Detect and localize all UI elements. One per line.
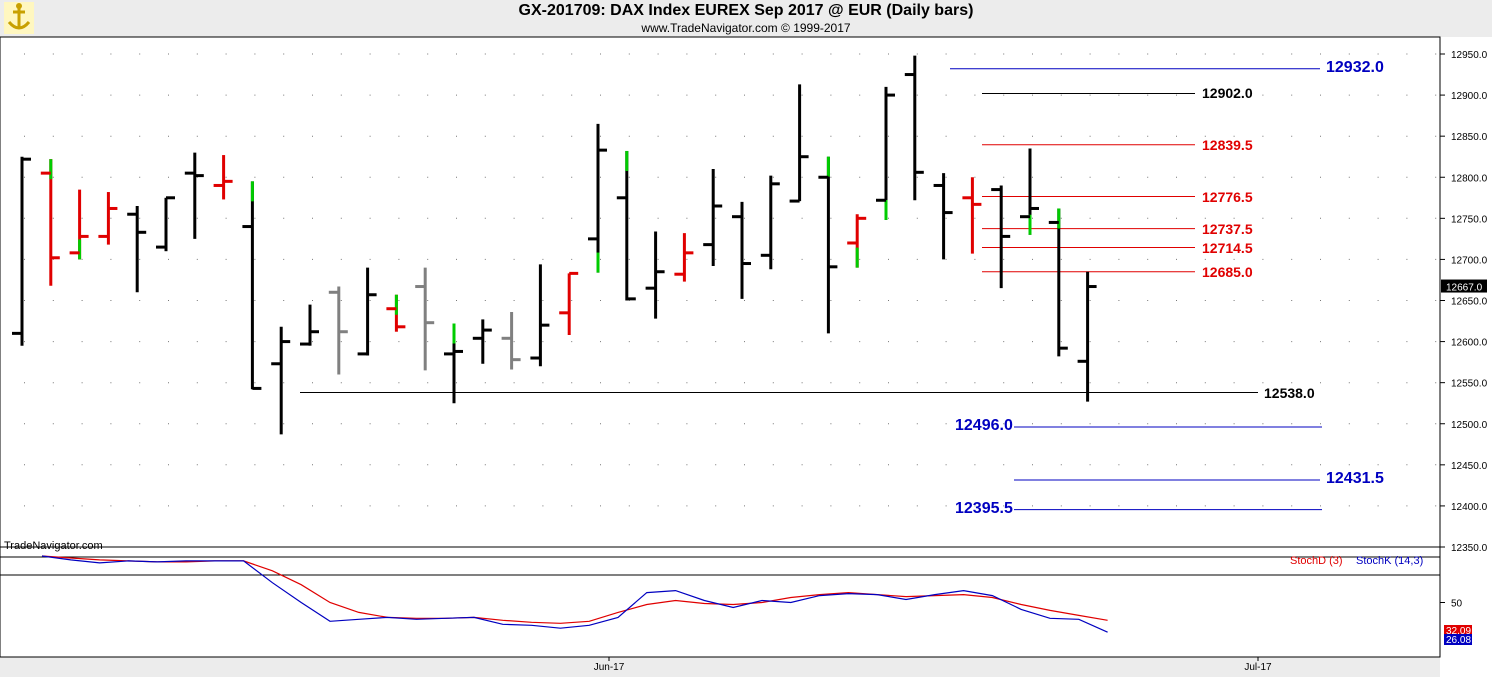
ohlc-bar: [559, 271, 579, 336]
ohlc-bar: [847, 214, 867, 268]
ohlc-bar: [991, 185, 1011, 289]
level-label: 12737.5: [1202, 220, 1253, 237]
last-price-box: [1441, 279, 1487, 293]
ohlc-bar: [904, 55, 924, 201]
x-tick-label: Jul-17: [1244, 662, 1272, 673]
ohlc-bar: [1020, 148, 1039, 235]
ohlc-bar: [588, 123, 607, 273]
level-label: 12902.0: [1202, 85, 1253, 102]
ohlc-bar: [876, 86, 895, 220]
y-tick-label: 12900.0: [1451, 91, 1488, 102]
ohlc-bar: [386, 294, 406, 332]
ohlc-bar: [616, 150, 636, 301]
ohlc-bar: [674, 233, 694, 282]
level-label: 12538.0: [1264, 384, 1315, 401]
ohlc-bar: [645, 231, 665, 319]
y-tick-label: 12350.0: [1451, 543, 1488, 554]
level-label: 12839.5: [1202, 136, 1253, 153]
y-tick-label: 12800.0: [1451, 173, 1488, 184]
ohlc-bar: [156, 196, 175, 252]
ohlc-bars: [12, 55, 1097, 435]
y-tick-label: 12650.0: [1451, 297, 1488, 308]
stoch-value-label: 32.09: [1446, 626, 1471, 637]
ohlc-bar: [530, 264, 550, 367]
ohlc-bar: [703, 169, 723, 266]
ohlc-bar: [69, 189, 89, 260]
ohlc-bar: [127, 206, 147, 293]
level-label: 12496.0: [955, 417, 1013, 435]
y-tick-label: 12450.0: [1451, 461, 1488, 472]
ohlc-bar: [271, 326, 291, 435]
ohlc-bar: [300, 304, 319, 346]
last-price-label: 12667.0: [1446, 283, 1483, 294]
ohlc-bar: [213, 155, 233, 200]
ohlc-bar: [40, 159, 60, 286]
ohlc-bar: [328, 286, 348, 375]
y-tick-label: 12550.0: [1451, 379, 1488, 390]
stoch-tick-label: 50: [1451, 599, 1463, 610]
ohlc-bar: [933, 173, 953, 260]
level-label: 12431.5: [1326, 470, 1384, 488]
stoch-value-box: [1444, 634, 1472, 645]
ohlc-bar: [357, 267, 377, 356]
header-bar: GX-201709: DAX Index EUREX Sep 2017 @ EU…: [0, 0, 1492, 37]
date-axis: Jun-17 Jul-17: [0, 656, 1440, 677]
lower-panel: [0, 546, 1441, 658]
ohlc-bar: [242, 181, 262, 390]
ohlc-bar: [732, 201, 751, 299]
ohlc-bar: [444, 323, 463, 404]
level-label: 12932.0: [1326, 58, 1384, 76]
ohlc-bar: [789, 84, 809, 203]
anchor-logo-icon: [4, 2, 34, 34]
ohlc-bar: [962, 177, 982, 254]
chart-subtitle: www.TradeNavigator.com © 1999-2017: [641, 21, 851, 35]
watermark: TradeNavigator.com: [4, 540, 103, 552]
y-tick-label: 12400.0: [1451, 502, 1488, 513]
stoch-value-box: [1444, 625, 1472, 636]
x-tick-label: Jun-17: [594, 662, 625, 673]
y-tick-label: 12950.0: [1451, 50, 1488, 61]
ohlc-bar: [818, 156, 838, 334]
chart-title: GX-201709: DAX Index EUREX Sep 2017 @ EU…: [518, 2, 974, 19]
ohlc-bar: [98, 192, 118, 245]
y-tick-label: 12600.0: [1451, 338, 1488, 349]
ohlc-bar: [12, 156, 31, 346]
stoch-value-label: 26.08: [1446, 635, 1471, 646]
ohlc-bar: [184, 152, 204, 239]
ohlc-bar: [501, 312, 521, 370]
legend-stochd: StochD (3): [1290, 555, 1343, 567]
y-tick-label: 12750.0: [1451, 214, 1488, 225]
legend-stochk: StochK (14,3): [1356, 555, 1424, 567]
main-panel: [0, 36, 1441, 548]
ohlc-bar: [1077, 271, 1097, 402]
price-axis: 12950.0 12900.0 12850.0 12800.0 12750.0 12700…: [1439, 37, 1488, 554]
y-tick-label: 12700.0: [1451, 255, 1488, 266]
level-label: 12714.5: [1202, 239, 1253, 256]
level-label: 12685.0: [1202, 263, 1253, 280]
ohlc-bar: [1048, 208, 1068, 357]
grid-dots: [24, 53, 1437, 507]
ohlc-bar: [415, 267, 435, 371]
level-label: 12395.5: [955, 499, 1013, 517]
level-label: 12776.5: [1202, 188, 1253, 205]
y-tick-label: 12850.0: [1451, 132, 1488, 143]
grid-dot-row: [24, 53, 1437, 507]
ohlc-bar: [472, 319, 492, 364]
stoch-line: [41, 555, 1108, 633]
ohlc-bar: [760, 175, 780, 270]
y-tick-label: 12500.0: [1451, 420, 1488, 431]
